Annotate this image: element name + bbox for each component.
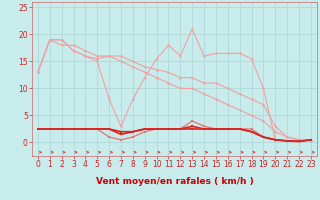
X-axis label: Vent moyen/en rafales ( km/h ): Vent moyen/en rafales ( km/h )	[96, 178, 253, 186]
